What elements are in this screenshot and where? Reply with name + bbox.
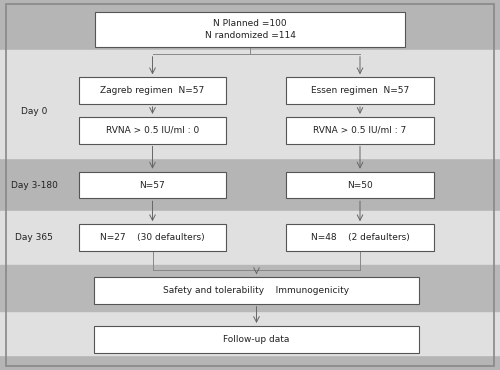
Text: Follow-up data: Follow-up data xyxy=(224,335,290,344)
FancyBboxPatch shape xyxy=(95,12,405,47)
Text: N=48    (2 defaulters): N=48 (2 defaulters) xyxy=(310,233,410,242)
Text: Day 365: Day 365 xyxy=(15,233,53,242)
Text: RVNA > 0.5 IU/ml : 7: RVNA > 0.5 IU/ml : 7 xyxy=(314,126,406,135)
Text: N Planned =100
N randomized =114: N Planned =100 N randomized =114 xyxy=(204,19,296,40)
Bar xyxy=(0,265,500,311)
Text: Zagreb regimen  N=57: Zagreb regimen N=57 xyxy=(100,86,204,95)
Text: N=57: N=57 xyxy=(140,181,166,189)
Text: N=50: N=50 xyxy=(347,181,373,189)
Bar xyxy=(0,50,500,158)
FancyBboxPatch shape xyxy=(79,117,226,144)
FancyBboxPatch shape xyxy=(79,77,226,104)
FancyBboxPatch shape xyxy=(94,277,419,304)
FancyBboxPatch shape xyxy=(286,224,434,251)
Bar xyxy=(0,211,500,265)
FancyBboxPatch shape xyxy=(79,224,226,251)
FancyBboxPatch shape xyxy=(286,77,434,104)
Text: Day 0: Day 0 xyxy=(21,107,47,115)
FancyBboxPatch shape xyxy=(286,117,434,144)
Text: Essen regimen  N=57: Essen regimen N=57 xyxy=(311,86,409,95)
Text: N=27    (30 defaulters): N=27 (30 defaulters) xyxy=(100,233,205,242)
Text: Safety and tolerability    Immunogenicity: Safety and tolerability Immunogenicity xyxy=(164,286,350,295)
Text: Day 3-180: Day 3-180 xyxy=(10,181,58,189)
Text: RVNA > 0.5 IU/ml : 0: RVNA > 0.5 IU/ml : 0 xyxy=(106,126,199,135)
Bar xyxy=(0,311,500,355)
FancyBboxPatch shape xyxy=(286,172,434,198)
FancyBboxPatch shape xyxy=(94,326,419,353)
FancyBboxPatch shape xyxy=(79,172,226,198)
